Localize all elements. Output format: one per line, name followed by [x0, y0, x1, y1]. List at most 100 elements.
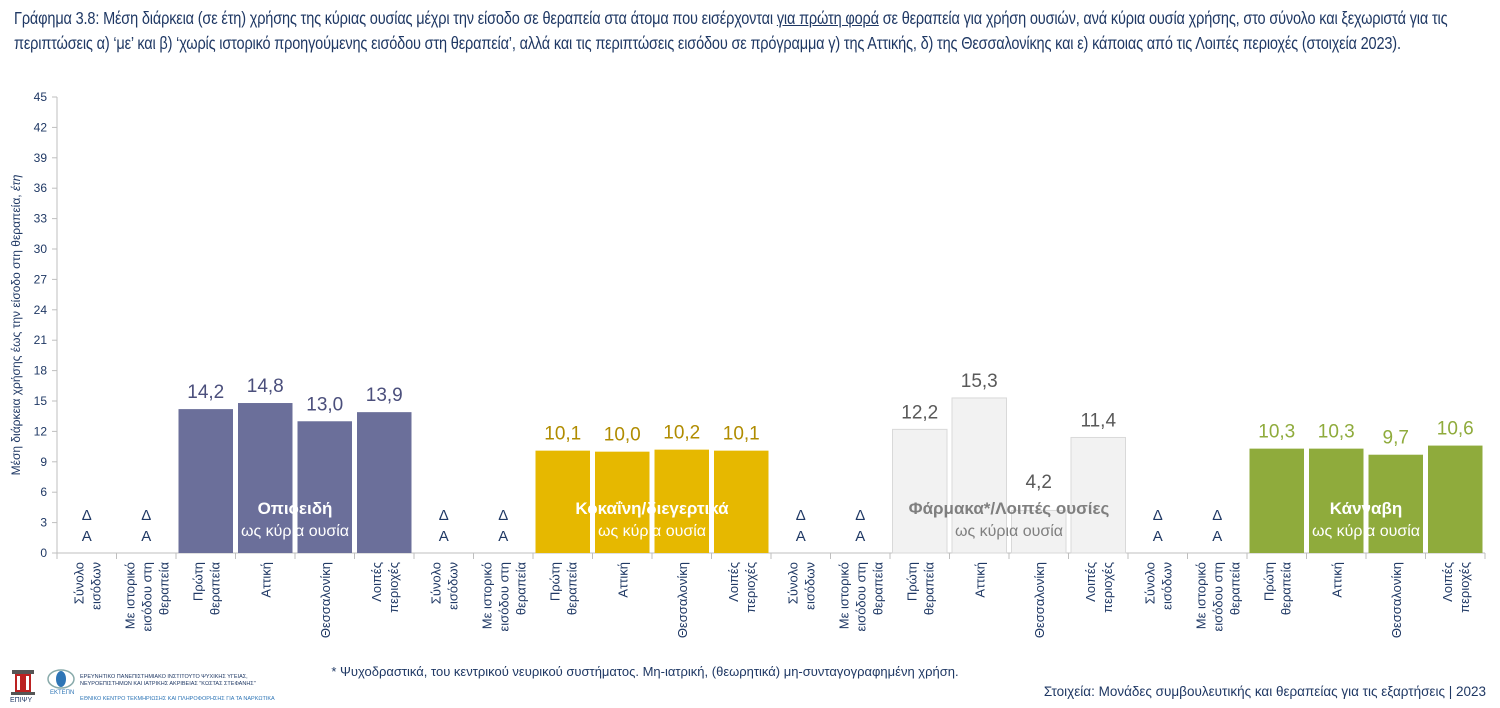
group-sublabel: ως κύρια ουσία [598, 523, 706, 540]
logo-line-3: ΕΘΝΙΚΟ ΚΕΝΤΡΟ ΤΕΚΜΗΡΙΩΣΗΣ ΚΑΙ ΠΛΗΡΟΦΟΡΗΣ… [80, 696, 275, 702]
ektepn-text: ΕΚΤΕΠΝ [50, 690, 75, 696]
bar [297, 421, 352, 553]
data-label: 15,3 [961, 371, 998, 392]
na-label: Δ [141, 507, 151, 524]
x-tick-label: εισόδων [88, 562, 103, 610]
data-label: 10,6 [1437, 419, 1474, 440]
data-label: 11,4 [1080, 410, 1116, 431]
bar [1070, 436, 1126, 554]
data-label: 13,9 [366, 385, 403, 406]
bar [951, 397, 1007, 554]
data-label: 12,2 [901, 402, 938, 423]
bar [357, 412, 412, 553]
y-tick-label: 6 [40, 485, 47, 499]
x-tick-label: περιοχές [1100, 562, 1115, 613]
group-label: Κάνναβη [1330, 499, 1402, 518]
na-label: Δ [1212, 507, 1222, 524]
bar [595, 451, 650, 553]
footnote: * Ψυχοδραστικά, του κεντρικού νευρικού σ… [331, 664, 959, 679]
na-label: Α [796, 528, 806, 545]
x-tick-label: Πρώτη [904, 562, 919, 601]
y-tick-label: 9 [40, 455, 47, 469]
y-tick-label: 33 [34, 212, 48, 226]
title-underlined: για πρώτη φορά [776, 8, 879, 28]
x-tick-label: θεραπεία [1227, 562, 1242, 616]
group-label: Οπιοειδή [258, 499, 333, 518]
y-tick-label: 12 [34, 424, 48, 438]
bar [1011, 509, 1067, 554]
bar [1428, 445, 1483, 553]
x-tick-label: Σύνολο [428, 562, 443, 604]
data-label: 4,2 [1026, 472, 1052, 493]
x-tick-label: περιοχές [386, 562, 401, 613]
bar [892, 428, 948, 554]
x-tick-label: θεραπεία [921, 562, 936, 616]
x-tick-label: Πρώτη [190, 562, 205, 601]
logos: ΕΠΙΨΥ ΕΚΤΕΠΝ ΕΡΕΥΝΗΤΙΚΟ ΠΑΝΕΠΙΣΤΗΜΙΑΚΟ Ι… [6, 668, 286, 706]
logo-line-2: ΝΕΥΡΟΕΠΙΣΤΗΜΩΝ ΚΑΙ ΙΑΤΡΙΚΗΣ ΑΚΡΙΒΕΙΑΣ "Κ… [80, 681, 256, 687]
logo-line-1: ΕΡΕΥΝΗΤΙΚΟ ΠΑΝΕΠΙΣΤΗΜΙΑΚΟ ΙΝΣΤΙΤΟΥΤΟ ΨΥΧ… [80, 674, 248, 680]
y-tick-label: 39 [34, 151, 48, 165]
x-tick-label: εισόδου στη [1210, 562, 1225, 632]
x-tick-label: Με ιστορικό [479, 562, 494, 629]
x-tick-label: Θεσσαλονίκη [318, 562, 333, 638]
data-label: 10,1 [723, 424, 760, 445]
data-label: 10,2 [663, 423, 700, 444]
group-sublabel: ως κύρια ουσία [241, 523, 349, 540]
na-label: Α [439, 528, 449, 545]
y-tick-label: 15 [34, 394, 48, 408]
bar [654, 449, 709, 553]
na-label: Δ [1153, 507, 1163, 524]
data-label: 10,3 [1258, 422, 1295, 443]
source-note: Στοιχεία: Μονάδες συμβουλευτικής και θερ… [1043, 684, 1486, 699]
x-tick-label: εισόδου στη [853, 562, 868, 632]
x-tick-label: Θεσσαλονίκη [675, 562, 690, 638]
group-sublabel: ως κύρια ουσία [955, 523, 1063, 540]
x-tick-label: Με ιστορικό [1193, 562, 1208, 629]
na-label: Α [855, 528, 865, 545]
x-tick-label: Θεσσαλονίκη [1032, 562, 1047, 638]
y-tick-label: 45 [34, 90, 48, 104]
y-axis-label: Μέση διάρκεια χρήσης έως την είσοδο στη … [9, 174, 23, 475]
x-tick-label: εισόδων [1159, 562, 1174, 610]
y-tick-label: 18 [34, 364, 48, 378]
x-tick-label: Αττική [1329, 562, 1344, 598]
x-tick-label: περιοχές [1457, 562, 1472, 613]
x-tick-label: θεραπεία [870, 562, 885, 616]
bar [714, 450, 769, 553]
data-label: 14,2 [187, 382, 224, 403]
x-tick-label: Λοιπές [1440, 562, 1455, 602]
x-tick-label: περιοχές [743, 562, 758, 613]
x-tick-label: Σύνολο [71, 562, 86, 604]
y-tick-label: 36 [34, 181, 48, 195]
x-tick-label: Με ιστορικό [122, 562, 137, 629]
data-label: 13,0 [306, 394, 343, 415]
ektepn-logo [47, 669, 75, 689]
x-tick-label: Πρώτη [547, 562, 562, 601]
bar [1368, 454, 1423, 553]
x-tick-label: Λοιπές [726, 562, 741, 602]
x-tick-label: Θεσσαλονίκη [1389, 562, 1404, 638]
x-tick-label: εισόδου στη [139, 562, 154, 632]
y-tick-label: 24 [34, 303, 48, 317]
x-tick-label: εισόδων [802, 562, 817, 610]
bar [1309, 448, 1364, 553]
na-label: Α [1212, 528, 1222, 545]
y-tick-label: 27 [34, 272, 48, 286]
data-label: 10,0 [604, 425, 641, 446]
x-tick-label: θεραπεία [207, 562, 222, 616]
bar [178, 409, 233, 553]
y-tick-label: 30 [34, 242, 48, 256]
data-label: 10,3 [1318, 422, 1355, 443]
x-tick-label: εισόδου στη [496, 562, 511, 632]
x-tick-label: εισόδων [445, 562, 460, 610]
na-label: Δ [498, 507, 508, 524]
title-text-end: σε θεραπεία για χρήση ουσιών, ανά κύρια … [14, 8, 1448, 53]
bar [535, 450, 590, 553]
bar [238, 403, 293, 553]
bar [1249, 448, 1304, 553]
x-tick-label: θεραπεία [156, 562, 171, 616]
x-tick-label: Λοιπές [369, 562, 384, 602]
x-tick-label: θεραπεία [1278, 562, 1293, 616]
